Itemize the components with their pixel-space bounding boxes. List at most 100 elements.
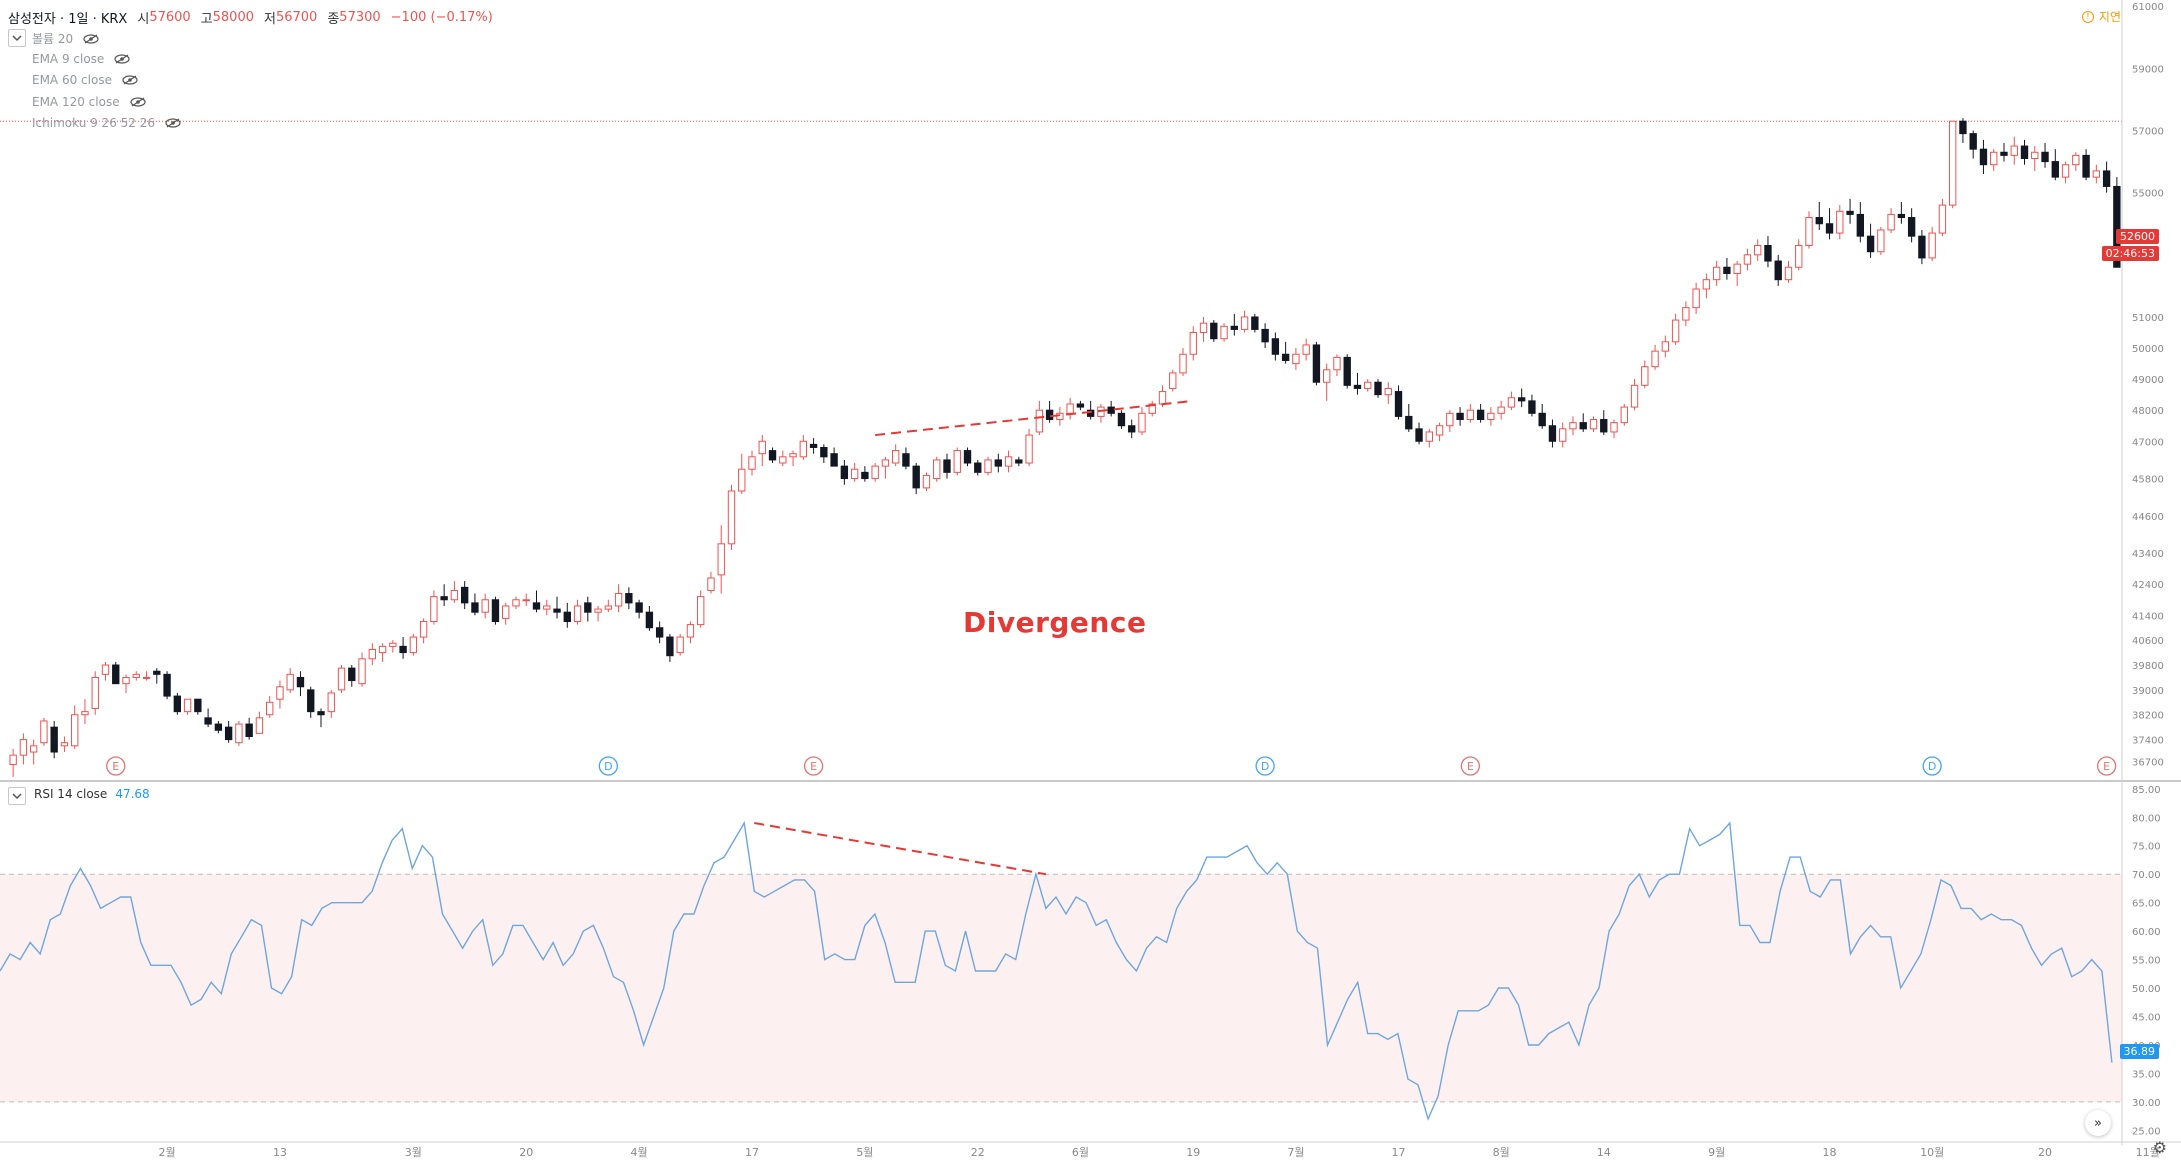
candle-body [224, 726, 233, 741]
candle [1425, 428, 1433, 448]
candle-body [1979, 148, 1988, 166]
candle-body [871, 465, 879, 480]
candle [676, 633, 684, 656]
candle-body [1281, 353, 1290, 361]
indicator-ema60[interactable]: EMA 60 close [32, 73, 138, 87]
candle-body [450, 589, 459, 601]
candle [738, 453, 746, 495]
candle [553, 596, 561, 619]
candle-body [1210, 322, 1218, 340]
candle-body [307, 689, 315, 713]
symbol-title: 삼성전자 · 1일 · KRX [8, 12, 128, 27]
candle-body [1261, 328, 1269, 343]
candle-body [368, 648, 376, 660]
candle-body [686, 624, 695, 638]
candle [1353, 372, 1362, 395]
candle [984, 456, 992, 476]
eye-off-icon[interactable] [122, 75, 138, 85]
chevron-down-icon [12, 35, 22, 42]
event-circle [1255, 756, 1275, 776]
candle-body [1600, 419, 1608, 433]
candle-body [491, 599, 500, 623]
candle-body [296, 676, 305, 688]
candle [1723, 257, 1731, 280]
candle-body [645, 611, 654, 629]
candle [2061, 161, 2070, 184]
candle-body [1179, 353, 1187, 374]
indicator-ema9-label: EMA 9 close [32, 52, 105, 66]
candle-body [512, 599, 520, 607]
settings-gear-icon[interactable]: ⚙ [2152, 1138, 2167, 1157]
candle-body [1076, 403, 1085, 408]
candle [1323, 363, 1331, 401]
candle [1784, 261, 1793, 283]
indicator-ichimoku[interactable]: Ichimoku 9 26 52 26 [32, 116, 181, 130]
collapse-indicators-button[interactable] [8, 29, 26, 47]
candle-body [276, 686, 284, 700]
eye-off-icon[interactable] [114, 54, 130, 64]
candle [512, 596, 520, 610]
eye-off-icon[interactable] [129, 97, 146, 107]
candle [1251, 313, 1259, 333]
candle [748, 450, 756, 476]
candle [471, 593, 479, 616]
indicator-ema120[interactable]: EMA 120 close [32, 95, 146, 109]
candle-body [820, 446, 828, 458]
candle [1651, 344, 1659, 370]
candle-body [40, 720, 48, 744]
candle [1887, 208, 1895, 234]
candle-body [1323, 369, 1331, 383]
event-label: E [1467, 760, 1474, 773]
candle-body [60, 742, 69, 747]
candle [368, 643, 376, 666]
candle [891, 444, 900, 467]
candle [1487, 407, 1495, 426]
scroll-to-realtime-button[interactable]: » [2085, 1110, 2111, 1136]
candle-body [1117, 412, 1126, 427]
candle-body [1251, 316, 1259, 330]
candle [1743, 248, 1752, 271]
collapse-rsi-button[interactable] [8, 787, 26, 805]
event-label: E [2103, 760, 2110, 773]
candle [1589, 416, 1598, 432]
candle-body [717, 543, 725, 576]
event-circle [106, 756, 126, 776]
candle-body [573, 605, 582, 623]
candle [963, 447, 972, 467]
last-price-tag: 52600 [2116, 229, 2159, 244]
indicator-volume[interactable]: 볼륨 20 [32, 30, 99, 47]
candle-body [666, 636, 674, 657]
high-value: 58000 [212, 10, 254, 25]
candle [337, 665, 346, 693]
eye-off-icon[interactable] [165, 118, 181, 128]
rsi-tick-label: 30.00 [2132, 1098, 2161, 1109]
candle [1230, 313, 1239, 336]
candle [235, 720, 243, 746]
candle [666, 633, 674, 662]
candle [768, 447, 777, 464]
delay-indicator[interactable]: ! 지연 [2081, 8, 2121, 25]
price-tick-label: 55000 [2132, 189, 2164, 200]
candle [1261, 323, 1269, 349]
open-value: 57600 [149, 10, 191, 25]
candle-body [245, 723, 253, 737]
candle-body [697, 596, 705, 626]
candle-body [1692, 288, 1700, 309]
eye-off-icon[interactable] [83, 33, 99, 44]
candle-body [204, 717, 212, 725]
candle-body [953, 450, 961, 473]
price-tick-label: 51000 [2132, 313, 2164, 324]
candle-body [1548, 425, 1557, 442]
candle-body [1743, 254, 1752, 265]
candle [2010, 136, 2018, 165]
candle [163, 671, 171, 700]
candle-body [91, 676, 99, 710]
candle-body [1158, 391, 1167, 405]
candle-body [1918, 235, 1926, 259]
candle-body [2000, 151, 2008, 156]
time-tick-label: 5월 [856, 1146, 873, 1159]
candle-body [419, 621, 428, 638]
indicator-ema9[interactable]: EMA 9 close [32, 52, 130, 66]
candle [522, 593, 530, 606]
